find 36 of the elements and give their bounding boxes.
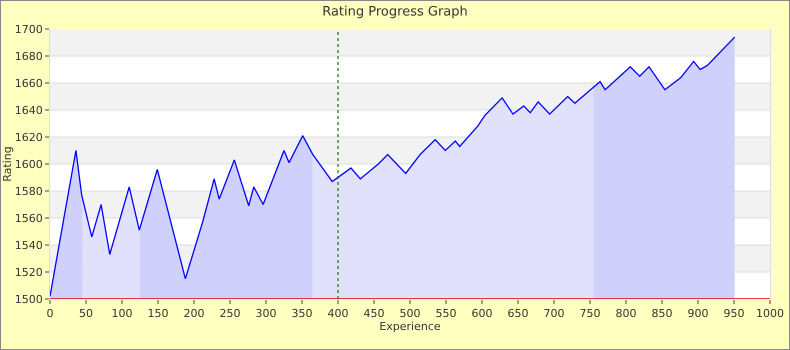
x-tick-label: 600 bbox=[472, 307, 492, 320]
x-tick-label: 200 bbox=[184, 307, 204, 320]
y-axis-title: Rating bbox=[1, 146, 14, 182]
y-tick-label: 1500 bbox=[14, 292, 43, 306]
y-tick-label: 1680 bbox=[14, 50, 43, 63]
y-tick-label: 1620 bbox=[14, 130, 43, 144]
x-tick-label: 50 bbox=[79, 307, 93, 320]
y-tick-label: 1520 bbox=[14, 266, 43, 279]
x-tick-label: 350 bbox=[292, 307, 312, 320]
x-tick-label: 800 bbox=[616, 307, 636, 320]
y-tick-label: 1540 bbox=[14, 238, 43, 252]
x-tick-label: 100 bbox=[112, 307, 132, 320]
y-tick-label: 1560 bbox=[14, 212, 43, 225]
x-tick-label: 950 bbox=[724, 307, 744, 320]
y-tick-label: 1660 bbox=[14, 76, 43, 90]
x-tick-label: 450 bbox=[364, 307, 384, 320]
x-axis-title: Experience bbox=[379, 320, 441, 334]
x-tick-label: 900 bbox=[688, 307, 708, 320]
line-series bbox=[50, 36, 736, 297]
x-tick-label: 700 bbox=[544, 307, 564, 320]
y-tick-label: 1580 bbox=[14, 184, 43, 198]
x-tick-label: 500 bbox=[400, 307, 420, 320]
y-tick-label: 1700 bbox=[14, 22, 43, 36]
x-tick-label: 650 bbox=[508, 307, 528, 320]
chart-title: Rating Progress Graph bbox=[322, 4, 468, 20]
x-tick-label: 150 bbox=[148, 307, 168, 320]
x-tick-label: 850 bbox=[652, 307, 672, 320]
x-tick-label: 0 bbox=[46, 307, 54, 320]
x-tick-label: 250 bbox=[220, 307, 240, 320]
x-tick-label: 400 bbox=[328, 307, 348, 320]
x-tick-label: 1000 bbox=[756, 307, 784, 320]
y-tick-label: 1600 bbox=[14, 158, 43, 171]
x-tick-label: 550 bbox=[436, 307, 456, 320]
y-tick-label: 1640 bbox=[14, 104, 43, 117]
x-tick-label: 300 bbox=[256, 307, 276, 320]
x-tick-label: 750 bbox=[580, 307, 600, 320]
